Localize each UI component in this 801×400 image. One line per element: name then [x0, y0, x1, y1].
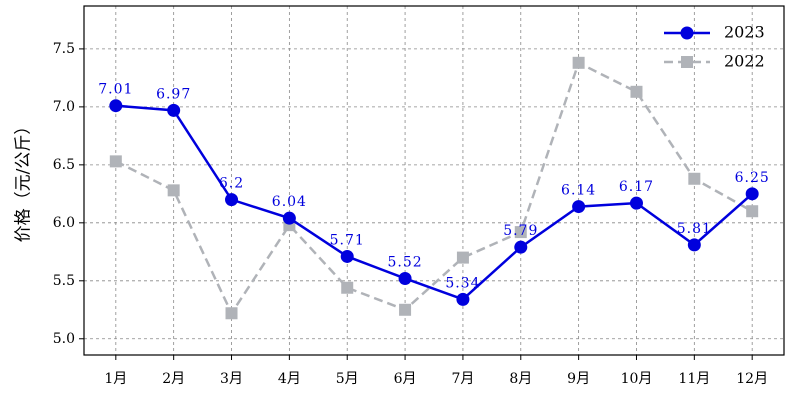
point [225, 193, 239, 207]
value-label: 5.34 [445, 275, 480, 291]
x-tick-label: 8月 [509, 371, 532, 387]
point [398, 271, 412, 285]
y-tick-label: 7.5 [53, 41, 75, 57]
value-label: 6.14 [561, 183, 596, 199]
point [282, 211, 296, 225]
point [225, 307, 238, 320]
value-label: 5.71 [330, 232, 365, 248]
x-tick-label: 10月 [621, 371, 653, 387]
point [572, 200, 586, 214]
legend-label: 2023 [724, 23, 765, 42]
x-tick-label: 4月 [278, 371, 301, 387]
point [687, 238, 701, 252]
y-tick-label: 7.0 [53, 99, 75, 115]
point [456, 251, 469, 264]
point [746, 205, 759, 218]
value-label: 5.81 [677, 221, 712, 237]
y-tick-label: 5.5 [53, 273, 75, 289]
x-tick-label: 12月 [736, 371, 768, 387]
point [399, 303, 412, 316]
point [514, 226, 527, 239]
x-tick-label: 6月 [394, 371, 417, 387]
value-label: 6.17 [619, 179, 654, 195]
value-label: 7.01 [98, 82, 133, 98]
y-axis-label: 价格（元/公斤） [14, 118, 34, 243]
plot-frame [83, 5, 785, 356]
point [167, 184, 180, 197]
line [115, 104, 754, 301]
x-tick-label: 7月 [451, 371, 474, 387]
point [745, 187, 759, 201]
x-tick-label: 9月 [567, 371, 590, 387]
x-tick-label: 11月 [678, 371, 710, 387]
point [109, 155, 122, 168]
value-label: 5.79 [503, 223, 538, 239]
value-label: 6.04 [272, 194, 307, 210]
value-label: 6.2 [219, 176, 244, 192]
point [167, 103, 181, 117]
legend-label: 2022 [724, 52, 765, 71]
point [109, 99, 123, 113]
y-tick-label: 5.0 [53, 331, 75, 347]
point [630, 85, 643, 98]
y-tick-label: 6.0 [53, 215, 75, 231]
value-label: 5.52 [387, 254, 422, 270]
y-tick-label: 6.5 [53, 157, 75, 173]
x-tick-label: 1月 [104, 371, 127, 387]
point [340, 249, 354, 263]
point [456, 292, 470, 306]
x-tick-label: 5月 [336, 371, 359, 387]
point [341, 281, 354, 294]
point [629, 196, 643, 210]
line [115, 61, 753, 316]
point [514, 240, 528, 254]
point [572, 56, 585, 69]
x-tick-label: 3月 [220, 371, 243, 387]
legend-marker [680, 26, 694, 40]
legend-marker [681, 56, 693, 68]
point [688, 172, 701, 185]
value-label: 6.25 [735, 170, 770, 186]
x-tick-label: 2月 [162, 371, 185, 387]
value-label: 6.97 [156, 86, 191, 102]
